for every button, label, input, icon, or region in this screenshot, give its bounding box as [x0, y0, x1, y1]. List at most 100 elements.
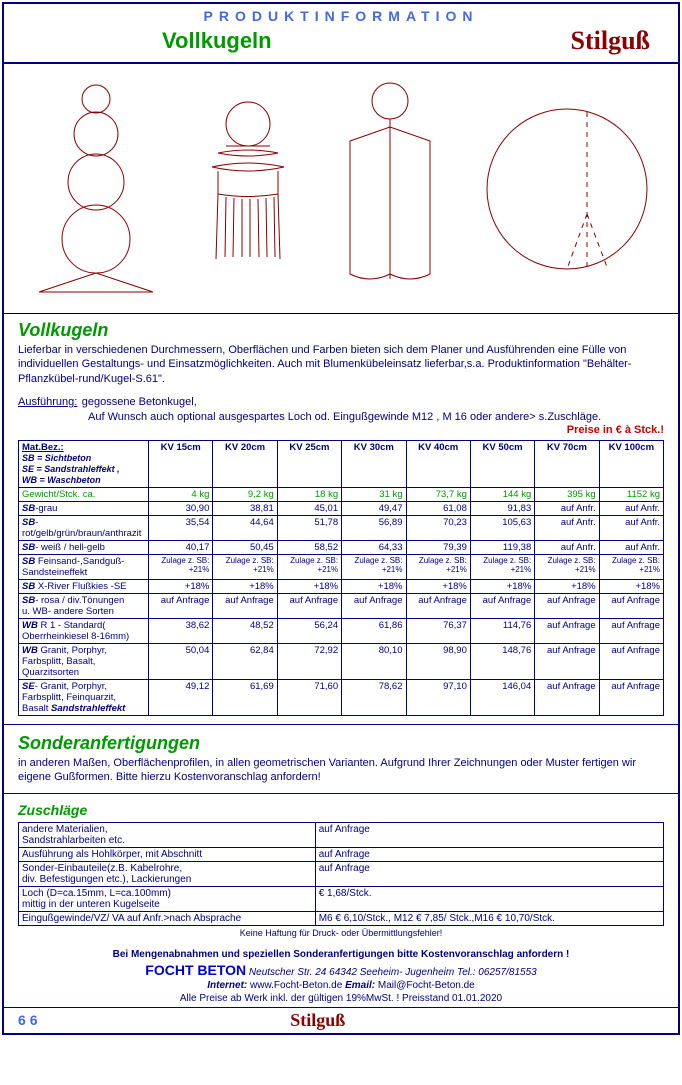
- cell-value: Zulage z. SB: +21%: [149, 555, 213, 580]
- cell-value: auf Anfr.: [599, 541, 663, 555]
- footer-line4: Alle Preise ab Werk inkl. der gültigen 1…: [12, 992, 670, 1005]
- table-row: SE- Granit, Porphyr, Farbsplitt, Feinqua…: [19, 680, 664, 716]
- company-name: FOCHT BETON: [145, 962, 246, 978]
- row-label: SB Feinsand-,Sandguß-Sandsteineffekt: [19, 555, 149, 580]
- cell-value: auf Anfrage: [535, 619, 599, 644]
- column-header: KV 20cm: [213, 441, 277, 488]
- column-sphere-icon: [335, 79, 445, 299]
- cell-value: +18%: [406, 580, 470, 594]
- brand-footer: Stilguß: [290, 1010, 345, 1031]
- cell-value: 79,39: [406, 541, 470, 555]
- website: www.Focht-Beton.de: [250, 980, 345, 991]
- row-label: SB-grau: [19, 502, 149, 516]
- title-row: Vollkugeln Stilguß: [12, 24, 670, 60]
- surcharge-value: auf Anfrage: [315, 861, 663, 886]
- surcharge-value: auf Anfrage: [315, 822, 663, 847]
- cell-value: 56,89: [342, 516, 406, 541]
- surcharge-row: Eingußgewinde/VZ/ VA auf Anfr.>nach Absp…: [19, 911, 664, 925]
- cell-value: 64,33: [342, 541, 406, 555]
- cell-value: Zulage z. SB: +21%: [470, 555, 534, 580]
- page-frame: PRODUKTINFORMATION Vollkugeln Stilguß: [2, 2, 680, 1035]
- cell-value: 144 kg: [470, 488, 534, 502]
- cell-value: Zulage z. SB: +21%: [342, 555, 406, 580]
- section-heading-zuschlaege: Zuschläge: [18, 802, 664, 818]
- cell-value: 38,81: [213, 502, 277, 516]
- cell-value: auf Anfrage: [406, 594, 470, 619]
- column-header: KV 40cm: [406, 441, 470, 488]
- cell-value: Zulage z. SB: +21%: [277, 555, 341, 580]
- diagrams-panel: [4, 64, 678, 314]
- surcharge-label: andere Materialien, Sandstrahlarbeiten e…: [19, 822, 316, 847]
- intro-text: Lieferbar in verschiedenen Durchmessern,…: [18, 343, 664, 386]
- surcharge-value: M6 € 6,10/Stck., M12 € 7,85/ Stck.,M16 €…: [315, 911, 663, 925]
- row-label: SB- weiß / hell-gelb: [19, 541, 149, 555]
- cell-value: 80,10: [342, 644, 406, 680]
- cell-value: 30,90: [149, 502, 213, 516]
- cell-value: auf Anfr.: [599, 516, 663, 541]
- cell-value: +18%: [535, 580, 599, 594]
- cell-value: auf Anfrage: [342, 594, 406, 619]
- table-row: SB- rosa / div.Tönungen u. WB- andere So…: [19, 594, 664, 619]
- cell-value: auf Anfrage: [213, 594, 277, 619]
- surcharge-label: Sonder-Einbauteile(z.B. Kabelrohre, div.…: [19, 861, 316, 886]
- cell-value: 35,54: [149, 516, 213, 541]
- surcharge-value: € 1,68/Stck.: [315, 886, 663, 911]
- product-info-label: PRODUKTINFORMATION: [12, 8, 670, 24]
- cell-value: +18%: [213, 580, 277, 594]
- ausfuehrung-label: Ausführung:: [18, 396, 77, 408]
- cell-value: auf Anfrage: [149, 594, 213, 619]
- cell-value: +18%: [342, 580, 406, 594]
- internet-label: Internet:: [207, 980, 247, 991]
- table-row: WB Granit, Porphyr, Farbsplitt, Basalt, …: [19, 644, 664, 680]
- email-label: Email:: [345, 980, 375, 991]
- header: PRODUKTINFORMATION Vollkugeln Stilguß: [4, 4, 678, 64]
- surcharge-label: Loch (D=ca.15mm, L=ca.100mm) mittig in d…: [19, 886, 316, 911]
- cell-value: Zulage z. SB: +21%: [213, 555, 277, 580]
- surcharge-row: Sonder-Einbauteile(z.B. Kabelrohre, div.…: [19, 861, 664, 886]
- cell-value: 44,64: [213, 516, 277, 541]
- cell-value: 72,92: [277, 644, 341, 680]
- cell-value: 97,10: [406, 680, 470, 716]
- row-label: SE- Granit, Porphyr, Farbsplitt, Feinqua…: [19, 680, 149, 716]
- cell-value: auf Anfr.: [599, 502, 663, 516]
- table-row: SB Feinsand-,Sandguß-SandsteineffektZula…: [19, 555, 664, 580]
- cell-value: 114,76: [470, 619, 534, 644]
- row-label: Gewicht/Stck. ca.: [19, 488, 149, 502]
- cell-value: auf Anfrage: [535, 594, 599, 619]
- table-row: WB R 1 - Standard( Oberrheinkiesel 8-16m…: [19, 619, 664, 644]
- surcharge-value: auf Anfrage: [315, 847, 663, 861]
- page-number: 66: [18, 1012, 42, 1028]
- surcharge-row: Loch (D=ca.15mm, L=ca.100mm) mittig in d…: [19, 886, 664, 911]
- footer-line1: Bei Mengenabnahmen und speziellen Sonder…: [12, 948, 670, 961]
- cell-value: 50,45: [213, 541, 277, 555]
- cell-value: 61,86: [342, 619, 406, 644]
- cell-value: 148,76: [470, 644, 534, 680]
- row-label: SB X-River Flußkies -SE: [19, 580, 149, 594]
- cell-value: 45,01: [277, 502, 341, 516]
- cell-value: 91,83: [470, 502, 534, 516]
- cell-value: 4 kg: [149, 488, 213, 502]
- cell-value: auf Anfrage: [470, 594, 534, 619]
- cell-value: 40,17: [149, 541, 213, 555]
- table-row: SB- rot/gelb/grün/braun/anthrazit35,5444…: [19, 516, 664, 541]
- cell-value: +18%: [470, 580, 534, 594]
- table-row: SB- weiß / hell-gelb40,1750,4558,5264,33…: [19, 541, 664, 555]
- row-label: WB R 1 - Standard( Oberrheinkiesel 8-16m…: [19, 619, 149, 644]
- price-note: Preise in € à Stck.!: [18, 424, 664, 436]
- cell-value: 78,62: [342, 680, 406, 716]
- cell-value: 9,2 kg: [213, 488, 277, 502]
- column-header: KV 70cm: [535, 441, 599, 488]
- cell-value: 51,78: [277, 516, 341, 541]
- cell-value: 71,60: [277, 680, 341, 716]
- cell-value: 395 kg: [535, 488, 599, 502]
- sphere-section-icon: [482, 99, 652, 279]
- cell-value: 119,38: [470, 541, 534, 555]
- cell-value: auf Anfr.: [535, 541, 599, 555]
- cell-value: 61,08: [406, 502, 470, 516]
- surcharge-row: Ausführung als Hohlkörper, mit Abschnitt…: [19, 847, 664, 861]
- cell-value: auf Anfrage: [599, 644, 663, 680]
- cell-value: auf Anfrage: [599, 619, 663, 644]
- cell-value: 58,52: [277, 541, 341, 555]
- surcharge-table: andere Materialien, Sandstrahlarbeiten e…: [18, 822, 664, 926]
- table-row: SB X-River Flußkies -SE+18%+18%+18%+18%+…: [19, 580, 664, 594]
